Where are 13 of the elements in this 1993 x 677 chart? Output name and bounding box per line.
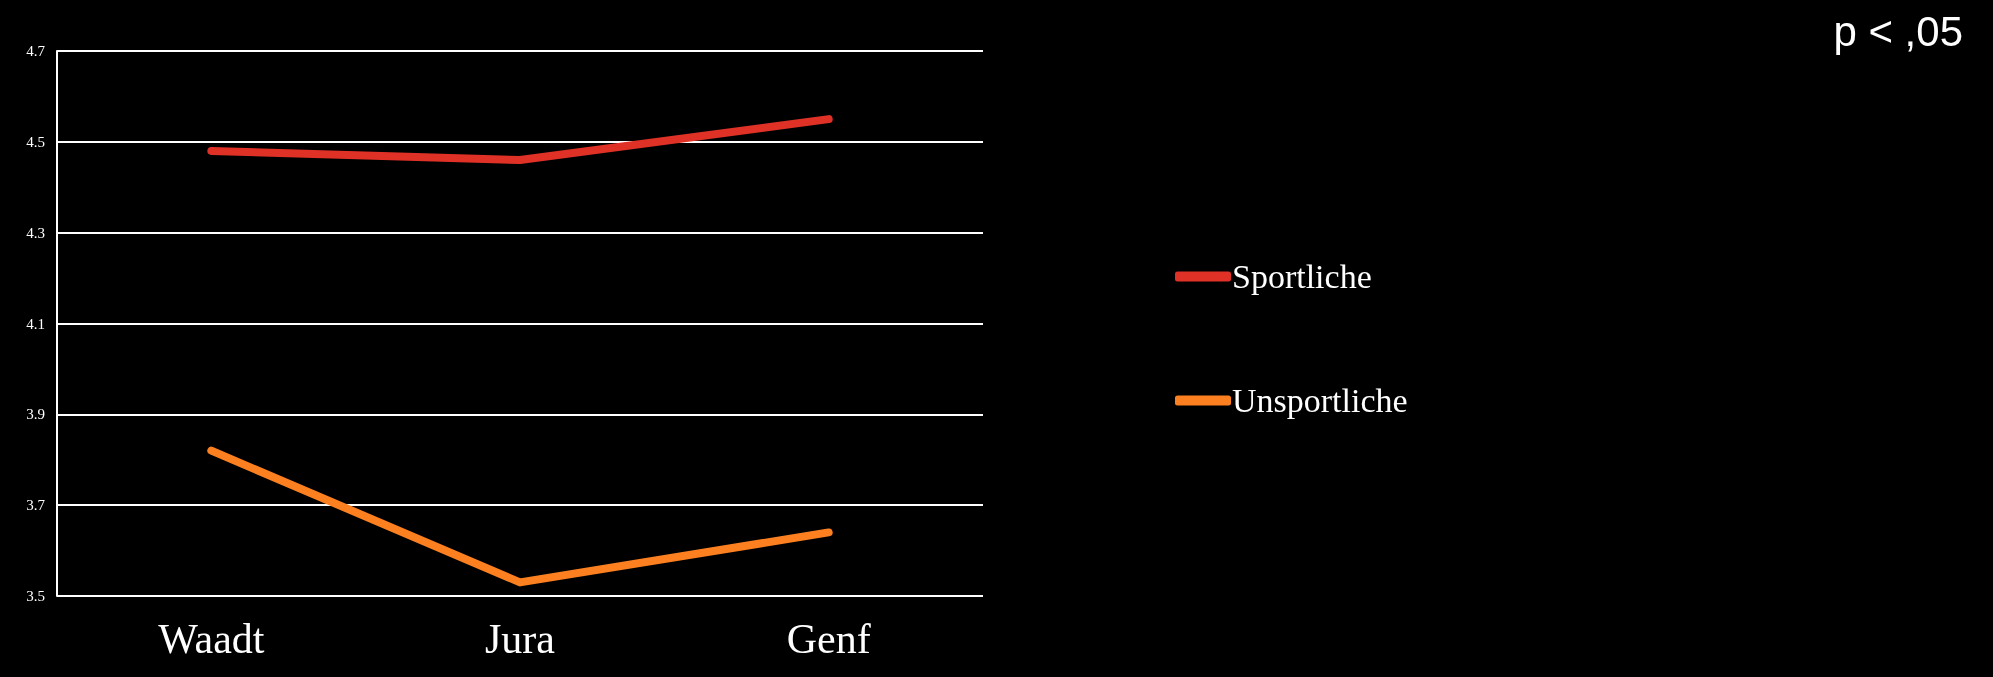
y-tick-label: 3.5 <box>26 588 45 604</box>
y-tick-label: 4.5 <box>26 133 45 150</box>
y-tick-label: 4.3 <box>26 224 45 241</box>
y-tick-label: 3.9 <box>26 406 45 423</box>
y-tick-label: 3.7 <box>26 497 46 514</box>
x-tick-label: Jura <box>485 616 556 662</box>
y-tick-label: 4.1 <box>26 315 45 332</box>
legend-label: Unsportliche <box>1232 382 1408 419</box>
text: p < ,05 <box>1833 7 1963 55</box>
x-tick-label: Waadt <box>158 616 265 662</box>
y-tick-label: 4.7 <box>26 43 46 59</box>
legend-label: Sportliche <box>1232 258 1372 295</box>
x-tick-label: Genf <box>786 616 871 662</box>
